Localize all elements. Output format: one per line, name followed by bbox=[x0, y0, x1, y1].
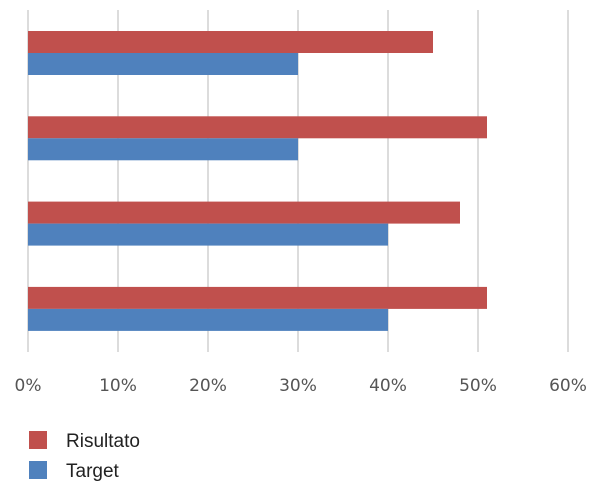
bar-risultato bbox=[28, 116, 487, 139]
x-tick-label: 10% bbox=[99, 376, 137, 396]
bar-target bbox=[28, 53, 298, 75]
x-axis: 0% 10% 20% 30% 40% 50% 60% bbox=[15, 376, 587, 396]
bars bbox=[28, 31, 487, 331]
x-tick-label: 60% bbox=[549, 376, 587, 396]
bar-risultato bbox=[28, 31, 433, 53]
legend-swatch-risultato bbox=[29, 431, 47, 449]
legend-swatch-target bbox=[29, 461, 47, 479]
bar-target bbox=[28, 223, 388, 246]
bar-target bbox=[28, 138, 298, 161]
bar-risultato bbox=[28, 286, 487, 309]
legend: Risultato Target bbox=[29, 431, 140, 482]
x-tick-label: 20% bbox=[189, 376, 227, 396]
x-tick-label: 30% bbox=[279, 376, 317, 396]
legend-label-target: Target bbox=[66, 461, 120, 482]
legend-label-risultato: Risultato bbox=[66, 431, 140, 452]
x-tick-label: 50% bbox=[459, 376, 497, 396]
x-tick-label: 0% bbox=[15, 376, 42, 396]
x-tick-label: 40% bbox=[369, 376, 407, 396]
bar-target bbox=[28, 308, 388, 331]
bar-risultato bbox=[28, 201, 460, 224]
